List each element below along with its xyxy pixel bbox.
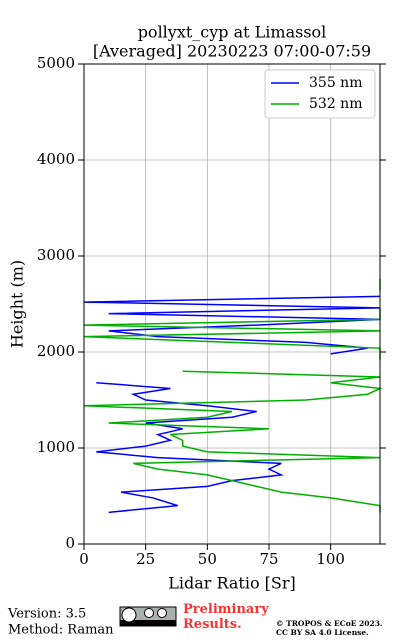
license: CC BY SA 4.0 License. [276,628,369,637]
legend-label: 532 nm [309,96,362,112]
x-tick-label: 75 [259,550,278,568]
chart-subtitle: [Averaged] 20230223 07:00-07:59 [93,42,371,61]
legend-box [264,69,376,119]
plot-frame [83,63,381,545]
x-tick-label: 0 [79,550,89,568]
x-axis-label: Lidar Ratio [Sr] [168,574,296,593]
chart-title: pollyxt_cyp at Limassol [138,23,327,42]
series-line [83,295,381,355]
y-tick-label: 5000 [37,54,75,72]
cc-badge [119,606,177,627]
y-tick-label: 0 [65,534,75,552]
copyright: © TROPOS & ECoE 2023. [276,619,383,628]
status-box: Preliminary Results. [183,602,269,632]
x-tick-label: 100 [316,550,345,568]
status: Preliminary Results. [183,602,269,632]
y-tick-label: 1000 [37,438,75,456]
y-tick-label: 4000 [37,150,75,168]
method: Method: Raman [8,623,114,638]
series-line [83,370,383,513]
y-tick-label: 2000 [37,342,75,360]
legend-label: 355 nm [309,75,362,91]
y-tick-label: 3000 [37,246,75,264]
version: Version: 3.5 [7,607,86,622]
y-axis-label: Height (m) [8,260,27,348]
x-tick-label: 50 [198,550,217,568]
x-tick-label: 25 [136,550,155,568]
